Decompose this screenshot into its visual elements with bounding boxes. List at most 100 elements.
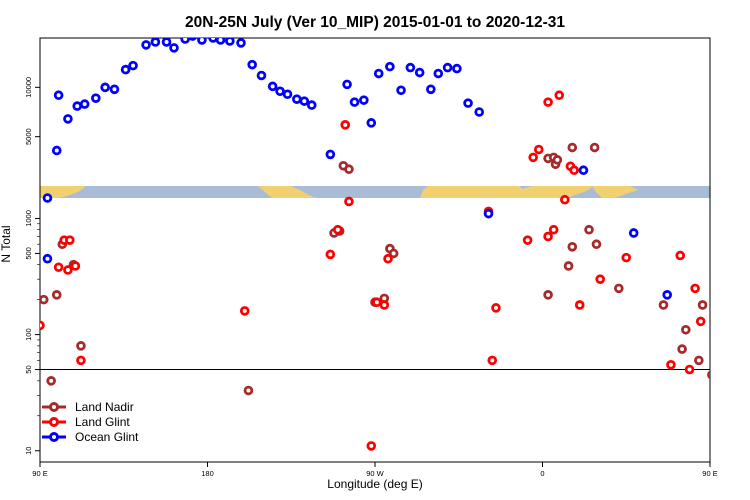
y-tick-label-500: 500 bbox=[24, 247, 33, 260]
y-tick-label-1000: 1000 bbox=[24, 210, 33, 227]
ocean-glint-point-50 bbox=[662, 290, 672, 300]
land-nadir-point-32 bbox=[707, 370, 710, 380]
ocean-glint-point-37 bbox=[385, 61, 395, 72]
legend: Land Nadir Land Glint Ocean Glint bbox=[42, 400, 139, 444]
land-nadir-point-25 bbox=[591, 239, 602, 250]
land-glint-point-24 bbox=[548, 224, 559, 235]
land-nadir-point-22 bbox=[567, 142, 578, 153]
ocean-glint-point-29 bbox=[299, 96, 310, 106]
legend-marker-land-nadir bbox=[49, 402, 59, 412]
land-nadir-point-14 bbox=[388, 248, 399, 259]
chart-title: 20N-25N July (Ver 10_MIP) 2015-01-01 to … bbox=[185, 14, 565, 31]
legend-marker-ocean-glint bbox=[49, 432, 59, 442]
land-glint-point-9 bbox=[332, 224, 343, 235]
ocean-glint-point-46 bbox=[474, 107, 485, 117]
legend-entry-land-glint: Land Glint bbox=[42, 415, 130, 429]
land-glint-point-4 bbox=[64, 235, 75, 245]
ocean-glint-point-3 bbox=[53, 90, 64, 101]
ocean-glint-point-18 bbox=[197, 38, 207, 45]
land-nadir-point-26 bbox=[614, 283, 624, 294]
ocean-glint-point-47 bbox=[483, 208, 494, 219]
ocean-glint-point-54 bbox=[731, 92, 738, 99]
land-glint-point-40 bbox=[740, 254, 747, 261]
y-upper-tick-label-5000: 5000 bbox=[24, 128, 33, 145]
ocean-glint-point-33 bbox=[349, 97, 360, 107]
ocean-glint-point-36 bbox=[373, 68, 384, 79]
land-nadir-point-24 bbox=[589, 142, 600, 153]
ocean-glint-point-7 bbox=[91, 93, 101, 103]
x-tick-label-90-e-4: 90 E bbox=[702, 469, 717, 478]
land-glint-point-20 bbox=[528, 152, 538, 163]
ocean-glint-point-14 bbox=[161, 38, 172, 47]
land-nadir-point-34 bbox=[720, 241, 727, 248]
land-glint-point-22 bbox=[543, 97, 553, 107]
ocean-glint-point-49 bbox=[628, 228, 639, 238]
ocean-glint-point-4 bbox=[63, 114, 73, 124]
ocean-glint-point-39 bbox=[405, 62, 416, 73]
land-island bbox=[499, 188, 514, 196]
land-glint-point-32 bbox=[666, 359, 676, 370]
ocean-glint-point-42 bbox=[433, 68, 444, 79]
ocean-glint-point-20 bbox=[215, 38, 226, 45]
series-land-glint bbox=[40, 90, 749, 451]
ocean-glint-point-22 bbox=[236, 38, 246, 48]
land-glint-point-37 bbox=[727, 261, 734, 268]
legend-entry-ocean-glint: Ocean Glint bbox=[42, 430, 139, 444]
plot-frame bbox=[39, 37, 711, 463]
land-nadir-point-1 bbox=[46, 376, 56, 386]
legend-label-land-nadir: Land Nadir bbox=[75, 400, 134, 414]
ocean-glint-point-27 bbox=[282, 89, 293, 100]
land-glint-point-21 bbox=[533, 144, 544, 155]
land-glint-point-6 bbox=[76, 355, 86, 366]
land-glint-point-11 bbox=[344, 196, 354, 207]
x-tick-label-180-1: 180 bbox=[201, 469, 214, 478]
x-tick-label-0-3: 0 bbox=[540, 469, 544, 478]
land-glint-point-19 bbox=[522, 235, 533, 245]
ocean-glint-point-12 bbox=[141, 40, 151, 50]
ocean-glint-point-10 bbox=[120, 64, 131, 75]
land-glint-point-41 bbox=[742, 357, 749, 364]
ocean-glint-point-21 bbox=[225, 38, 235, 46]
ocean-glint-point-35 bbox=[366, 118, 377, 128]
land-glint-point-18 bbox=[491, 303, 501, 313]
data-points bbox=[40, 38, 749, 451]
ocean-glint-point-25 bbox=[267, 81, 278, 92]
ocean-glint-point-41 bbox=[426, 84, 436, 95]
land-glint-point-14 bbox=[379, 300, 390, 310]
land-glint-point-10 bbox=[340, 120, 351, 130]
land-glint-point-33 bbox=[675, 250, 686, 261]
y-tick-label-50: 50 bbox=[24, 365, 33, 373]
ocean-glint-point-2 bbox=[51, 145, 62, 156]
ocean-glint-point-11 bbox=[128, 60, 138, 71]
ocean-glint-point-16 bbox=[180, 38, 190, 44]
ocean-glint-point-32 bbox=[342, 79, 352, 90]
land-nadir-point-5 bbox=[76, 341, 86, 351]
ocean-glint-point-9 bbox=[109, 84, 120, 95]
land-nadir-point-36 bbox=[736, 263, 743, 270]
ocean-glint-point-48 bbox=[578, 165, 589, 176]
y-axis-label: N Total bbox=[0, 225, 13, 262]
ocean-glint-point-1 bbox=[42, 253, 53, 264]
ocean-glint-point-45 bbox=[463, 98, 473, 108]
ocean-glint-point-5 bbox=[72, 101, 83, 111]
legend-marker-land-glint bbox=[49, 417, 59, 427]
land-glint-point-17 bbox=[487, 355, 498, 366]
ocean-glint-point-26 bbox=[275, 86, 285, 97]
land-nadir-point-0 bbox=[40, 294, 49, 305]
land-nadir-point-29 bbox=[681, 324, 691, 335]
land-americas bbox=[258, 186, 318, 198]
land-glint-point-1 bbox=[53, 262, 64, 273]
land-glint-point-23 bbox=[543, 231, 553, 242]
land-glint-point-35 bbox=[690, 283, 700, 294]
ocean-glint-point-17 bbox=[188, 38, 197, 41]
land-glint-point-36 bbox=[695, 316, 706, 327]
y-tick-label-10: 10 bbox=[24, 447, 33, 455]
land-glint-point-3 bbox=[63, 265, 73, 275]
x-axis: 90 E 180 90 W 0 90 E bbox=[32, 462, 718, 478]
ocean-glint-point-19 bbox=[208, 38, 218, 43]
land-glint-point-25 bbox=[554, 90, 565, 101]
land-asia-east bbox=[592, 186, 638, 198]
ocean-glint-point-15 bbox=[169, 43, 179, 53]
y-axis-lower: 10 50 100 500 1000 bbox=[24, 210, 40, 455]
